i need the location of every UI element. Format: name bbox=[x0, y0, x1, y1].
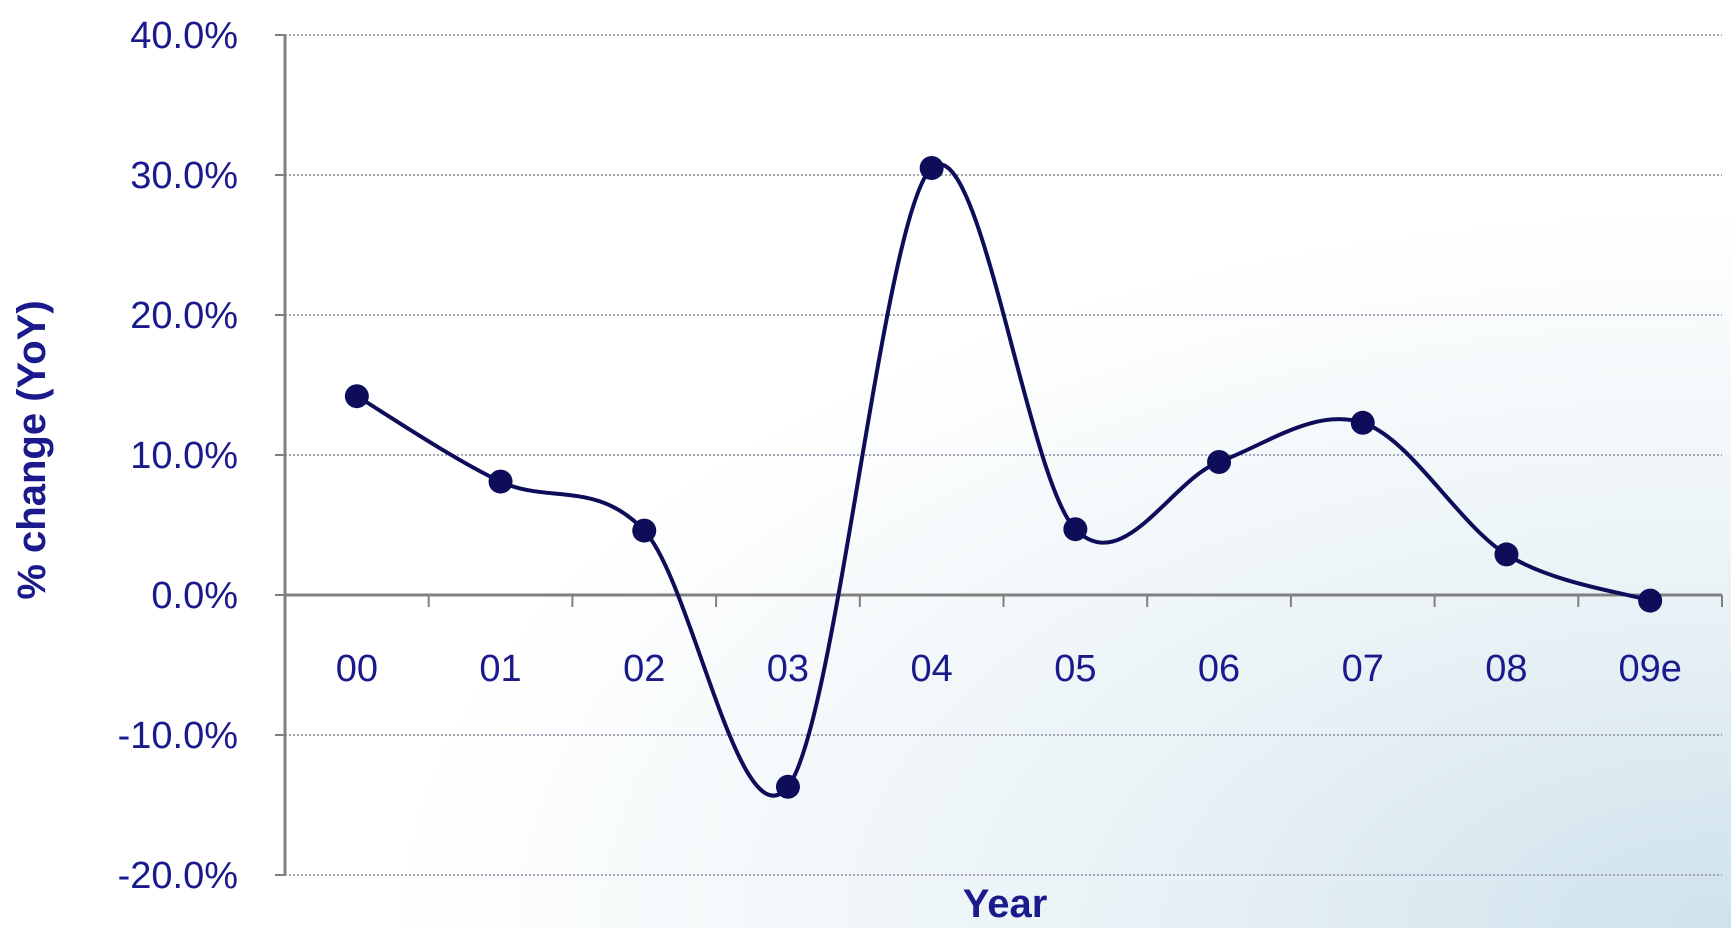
y-tick-label: -20.0% bbox=[118, 855, 238, 897]
data-point bbox=[1494, 542, 1519, 567]
x-tick-label: 01 bbox=[479, 648, 521, 690]
x-tick-label: 08 bbox=[1485, 648, 1527, 690]
data-point bbox=[1350, 410, 1375, 435]
x-tick-label: 06 bbox=[1198, 648, 1240, 690]
data-point bbox=[344, 384, 369, 409]
y-tick-label: 20.0% bbox=[130, 295, 238, 337]
x-tick-label: 03 bbox=[767, 648, 809, 690]
y-tick-labels: 40.0% 30.0% 20.0% 10.0% 0.0% -10.0% -20.0% bbox=[118, 15, 238, 897]
x-tick-label: 05 bbox=[1054, 648, 1096, 690]
x-tick-label: 09e bbox=[1618, 648, 1681, 690]
x-tick-labels: 00 01 02 03 04 05 06 07 08 09e bbox=[336, 648, 1682, 690]
data-point bbox=[1207, 450, 1232, 474]
axes bbox=[275, 34, 1723, 876]
x-tick-label: 00 bbox=[336, 648, 378, 690]
y-axis-title: % change (YoY) bbox=[10, 300, 54, 599]
y-tick-label: 30.0% bbox=[130, 155, 238, 197]
y-tick-label: 0.0% bbox=[151, 575, 238, 617]
data-point bbox=[632, 518, 657, 543]
data-point bbox=[488, 469, 513, 494]
data-point bbox=[919, 156, 944, 180]
series bbox=[344, 156, 1663, 799]
x-tick-label: 04 bbox=[911, 648, 953, 690]
x-tick-label: 02 bbox=[623, 648, 665, 690]
y-tick-label: 10.0% bbox=[130, 435, 238, 477]
gridlines bbox=[285, 34, 1722, 876]
data-point bbox=[1638, 588, 1663, 613]
y-tick-label: -10.0% bbox=[118, 715, 238, 757]
x-axis-title: Year bbox=[963, 882, 1048, 926]
y-tick-label: 40.0% bbox=[130, 15, 238, 57]
data-point bbox=[1063, 517, 1088, 542]
data-point bbox=[775, 774, 800, 799]
x-tick-label: 07 bbox=[1342, 648, 1384, 690]
series-line bbox=[355, 162, 1651, 798]
